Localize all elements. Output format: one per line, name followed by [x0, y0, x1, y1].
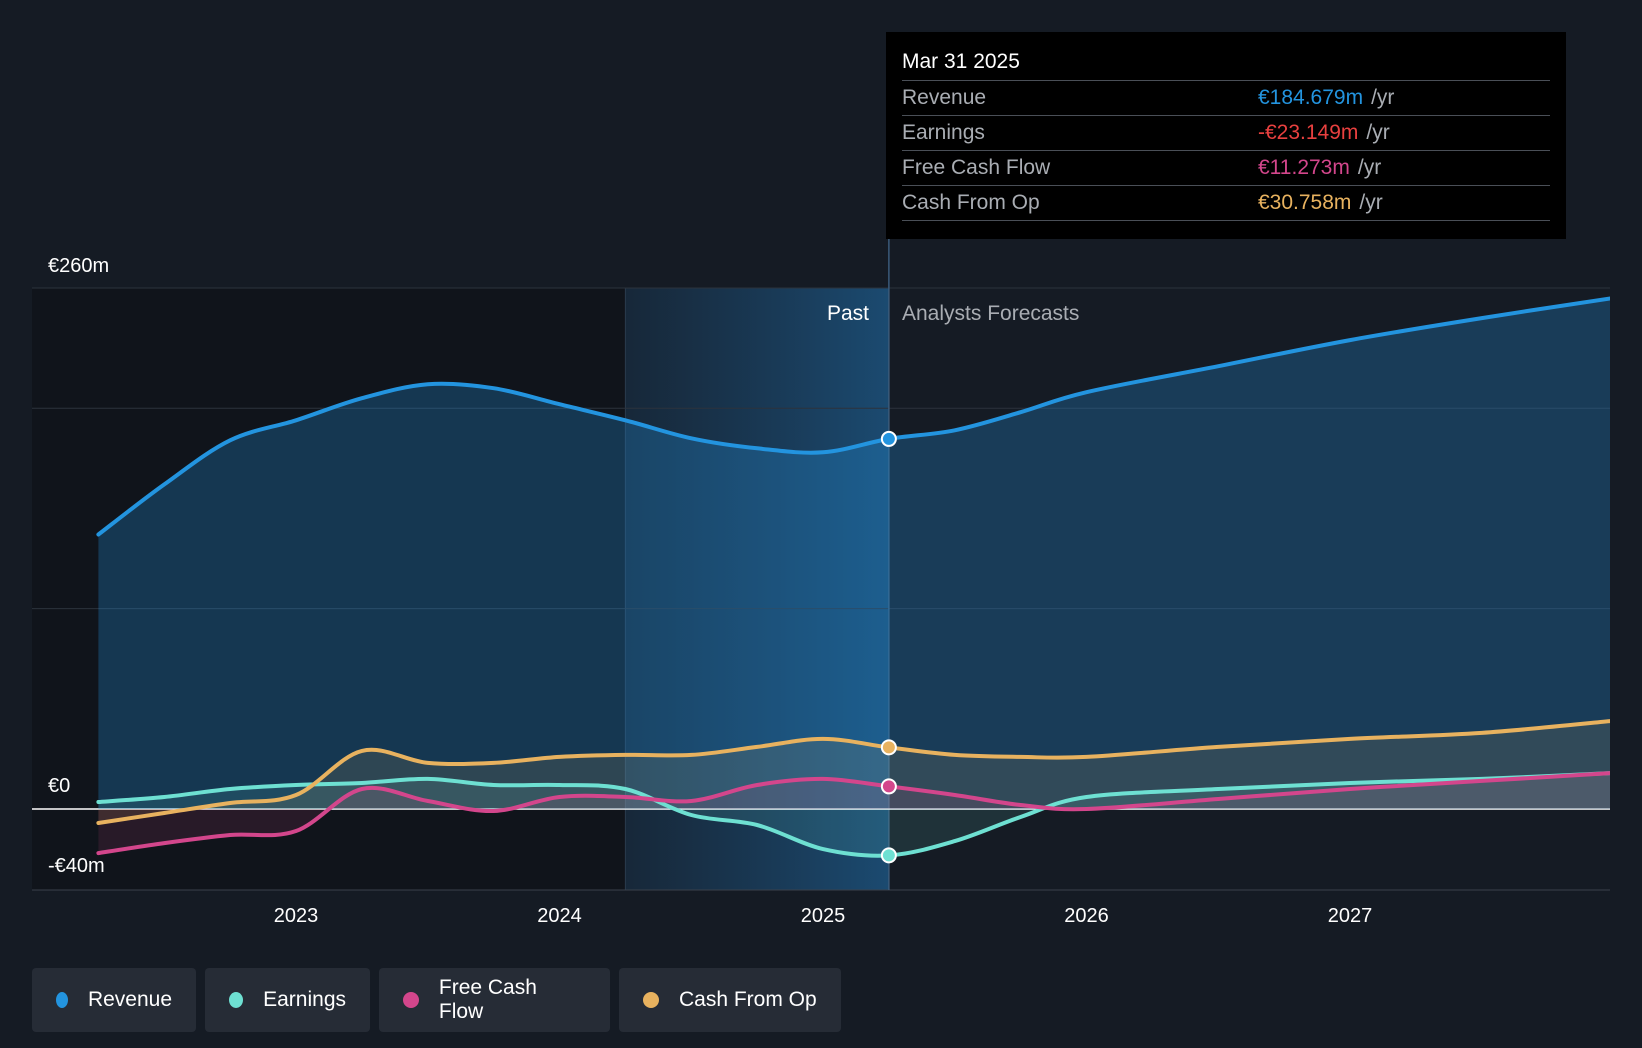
tooltip-unit: /yr — [1366, 121, 1390, 144]
area-revenue — [98, 298, 1610, 809]
legend-label: Earnings — [263, 988, 346, 1011]
legend-dot-icon — [403, 992, 419, 1008]
tooltip-row-cash-from-op: Cash From Op €30.758m /yr — [902, 185, 1550, 221]
tooltip-value: €30.758m — [1258, 191, 1352, 214]
legend-dot-icon — [56, 992, 68, 1008]
tooltip-unit: /yr — [1357, 156, 1382, 179]
tooltip-value: €184.679m — [1258, 86, 1364, 109]
marker-cash-from-op[interactable] — [880, 739, 897, 756]
x-ticks: 2023 2024 2025 2026 2027 — [274, 905, 1373, 927]
marker-free-cash-flow[interactable] — [880, 778, 897, 795]
series-lines — [96, 296, 1610, 858]
line-revenue — [96, 296, 1610, 537]
area-earnings — [98, 773, 1610, 856]
y-label-top: €260m — [48, 255, 109, 277]
forecast-label: Analysts Forecasts — [902, 302, 1079, 325]
line-earnings — [96, 771, 1610, 858]
marker-earnings[interactable] — [880, 847, 897, 864]
area-free-cash-flow — [98, 773, 1610, 854]
marker-revenue[interactable] — [880, 430, 897, 447]
line-free-cash-flow — [96, 771, 1610, 856]
hover-markers — [880, 430, 897, 864]
y-label-zero: €0 — [48, 775, 70, 797]
line-cash-from-op — [96, 719, 1610, 825]
legend-dot-icon — [643, 992, 659, 1008]
past-highlight-band — [625, 288, 889, 890]
tooltip-unit: /yr — [1359, 191, 1383, 214]
past-region-bg — [32, 288, 626, 890]
legend-label: Free Cash Flow — [438, 976, 537, 1023]
legend-label: Cash From Op — [679, 988, 817, 1011]
x-tick-label: 2024 — [537, 905, 582, 927]
tooltip-label: Free Cash Flow — [902, 156, 1051, 179]
legend-item-cash-from-op[interactable]: Cash From Op — [619, 968, 841, 1032]
legend-item-earnings[interactable]: Earnings — [205, 968, 370, 1032]
tooltip-label: Earnings — [902, 121, 985, 144]
tooltip-row-earnings: Earnings -€23.149m /yr — [902, 115, 1550, 150]
legend: Revenue Earnings Free Cash Flow Cash Fro… — [32, 968, 841, 1032]
tooltip-row-revenue: Revenue €184.679m /yr — [902, 80, 1550, 115]
past-label: Past — [827, 302, 869, 325]
tooltip-row-free-cash-flow: Free Cash Flow €11.273m /yr — [902, 150, 1550, 185]
tooltip-label: Revenue — [902, 86, 987, 109]
legend-dot-icon — [229, 992, 244, 1008]
legend-item-free-cash-flow[interactable]: Free Cash Flow — [379, 968, 610, 1032]
tooltip-label: Cash From Op — [902, 191, 1040, 214]
axis-labels: €260m €0 -€40m Past Analysts Forecasts — [48, 255, 1079, 877]
x-tick-label: 2023 — [274, 905, 319, 927]
tooltip-date: Mar 31 2025 — [902, 50, 1020, 73]
tooltip-unit: /yr — [1371, 86, 1395, 109]
tooltip-value: -€23.149m — [1258, 121, 1359, 144]
tooltip-value: €11.273m — [1258, 156, 1350, 179]
hover-tooltip: Mar 31 2025 Revenue €184.679m /yr Earnin… — [886, 32, 1566, 239]
x-tick-label: 2025 — [801, 905, 846, 927]
x-tick-label: 2027 — [1328, 905, 1373, 927]
past-shading — [32, 288, 889, 890]
legend-item-revenue[interactable]: Revenue — [32, 968, 196, 1032]
legend-label: Revenue — [87, 988, 172, 1011]
y-label-bottom: -€40m — [48, 855, 105, 877]
x-tick-label: 2026 — [1064, 905, 1109, 927]
